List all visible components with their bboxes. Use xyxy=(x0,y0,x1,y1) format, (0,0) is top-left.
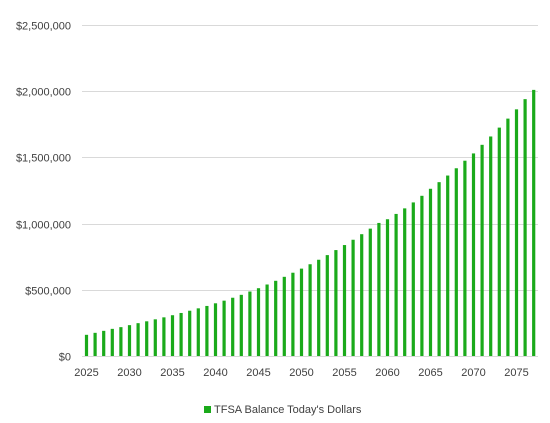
bar xyxy=(153,319,157,356)
bar xyxy=(368,228,372,356)
legend-label: TFSA Balance Today's Dollars xyxy=(214,404,362,416)
bar xyxy=(480,144,484,356)
x-tick-label: 2050 xyxy=(289,367,313,379)
y-tick-label: $1,500,000 xyxy=(16,153,71,165)
bar xyxy=(360,234,364,356)
bar xyxy=(317,259,321,356)
x-tick-label: 2025 xyxy=(74,367,98,379)
bar xyxy=(265,284,269,356)
bar xyxy=(463,160,467,356)
bar xyxy=(196,308,200,356)
bar xyxy=(411,202,415,356)
legend-swatch xyxy=(204,406,211,413)
bar xyxy=(274,280,278,356)
bar xyxy=(377,222,381,356)
bar xyxy=(145,321,149,356)
bar xyxy=(385,219,390,356)
x-tick-label: 2045 xyxy=(246,367,270,379)
bar xyxy=(403,208,407,356)
x-tick-label: 2075 xyxy=(504,367,528,379)
bar xyxy=(428,188,433,356)
bar xyxy=(454,168,458,356)
y-tick-label: $1,000,000 xyxy=(16,220,71,232)
bar xyxy=(136,323,140,356)
y-tick-label: $0 xyxy=(59,352,71,364)
bar xyxy=(205,305,209,356)
bar xyxy=(394,213,398,356)
x-tick-label: 2055 xyxy=(332,367,356,379)
bar xyxy=(222,300,226,356)
bar xyxy=(308,264,312,356)
bar xyxy=(489,136,493,356)
bar xyxy=(239,294,243,356)
x-axis-tick-labels: 2025 2030 2035 2040 2045 2050 2055 2060 2065 2070… xyxy=(74,367,528,379)
bar xyxy=(170,315,175,356)
x-tick-label: 2070 xyxy=(461,367,485,379)
x-tick-label: 2065 xyxy=(418,367,442,379)
bar xyxy=(119,327,123,356)
bar xyxy=(342,245,347,356)
bar xyxy=(523,99,527,356)
bar xyxy=(110,328,114,356)
bars xyxy=(84,89,536,356)
y-tick-label: $500,000 xyxy=(25,286,71,298)
x-tick-label: 2040 xyxy=(203,367,227,379)
bar xyxy=(514,109,519,356)
bar xyxy=(188,310,192,356)
bar xyxy=(437,182,441,356)
x-tick-label: 2035 xyxy=(160,367,184,379)
y-tick-label: $2,000,000 xyxy=(16,87,71,99)
bar xyxy=(162,317,166,356)
x-tick-label: 2060 xyxy=(375,367,399,379)
x-tick-label: 2030 xyxy=(117,367,141,379)
bar xyxy=(325,255,329,356)
bar xyxy=(471,153,476,356)
bar xyxy=(291,272,295,356)
y-tick-label: $2,500,000 xyxy=(16,21,71,33)
bar xyxy=(127,325,132,356)
bar xyxy=(282,276,286,356)
bar xyxy=(231,297,235,356)
y-axis-tick-labels: $0 $500,000 $1,000,000 $1,500,000 $2,000,000… xyxy=(16,21,71,364)
legend: TFSA Balance Today's Dollars xyxy=(204,404,362,416)
bar xyxy=(532,89,536,356)
bar xyxy=(248,291,252,356)
bar xyxy=(446,175,450,356)
bar xyxy=(506,118,510,356)
bar xyxy=(84,334,89,356)
gridlines xyxy=(82,25,538,357)
bar xyxy=(179,312,183,356)
bar xyxy=(351,239,355,356)
bar xyxy=(497,127,501,356)
bar xyxy=(93,332,97,356)
bar xyxy=(334,250,338,356)
bar xyxy=(102,330,106,356)
bar xyxy=(420,195,424,356)
bar xyxy=(256,288,261,356)
bar xyxy=(213,303,218,356)
bar xyxy=(299,268,304,356)
